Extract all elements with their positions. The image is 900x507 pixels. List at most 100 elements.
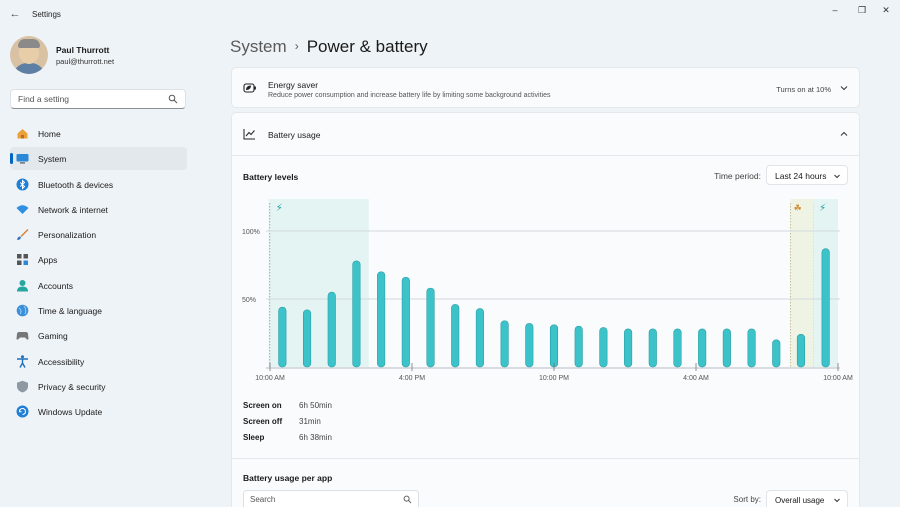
update-icon [16, 405, 29, 418]
sidebar-item-system[interactable]: System [10, 147, 187, 171]
sidebar-nav: Home System Bluetooth & devices Network & i… [10, 122, 187, 426]
sidebar-item-label: Bluetooth & devices [38, 179, 114, 190]
globe-icon [16, 304, 29, 317]
battery-bar [500, 320, 509, 368]
sidebar-item-label: Home [38, 129, 61, 139]
chevron-down-icon [834, 498, 840, 503]
breadcrumb-parent[interactable]: System [230, 37, 287, 56]
accounts-icon [17, 279, 28, 292]
battery-bar [772, 339, 781, 368]
apps-icon [17, 254, 28, 266]
battery-bar [747, 328, 756, 368]
sidebar-item-label: Accounts [38, 280, 73, 291]
network-icon [16, 205, 29, 214]
energy-saver-band [790, 199, 814, 367]
stat-value: 6h 50min [299, 401, 332, 410]
battery-bar [722, 328, 731, 368]
battery-bar [352, 260, 361, 368]
battery-bar [327, 291, 336, 368]
sort-by-value: Overall usage [775, 496, 825, 505]
stat-value: 6h 38min [299, 433, 332, 442]
energy-saver-title: Energy saver [268, 80, 319, 90]
battery-bar [599, 327, 608, 368]
time-period-dropdown[interactable]: Last 24 hours [766, 165, 848, 185]
minimize-icon[interactable]: – [832, 5, 838, 15]
sidebar-item-apps[interactable]: Apps [10, 248, 187, 271]
battery-bar [574, 325, 583, 368]
stat-value: 31min [299, 417, 321, 426]
charging-icon: ⚡ [819, 203, 826, 214]
app-title: Settings [32, 10, 61, 19]
user-email: paul@thurrott.net [56, 57, 115, 66]
app-search-input[interactable] [250, 495, 390, 504]
battery-bar [525, 323, 534, 368]
sidebar-item-bluetooth-devices[interactable]: Bluetooth & devices [10, 173, 187, 196]
close-icon[interactable]: ✕ [882, 5, 890, 15]
maximize-icon[interactable]: ❐ [857, 5, 867, 15]
sidebar-item-network-internet[interactable]: Network & internet [10, 198, 187, 221]
energy-saver-description: Reduce power consumption and increase ba… [268, 92, 551, 99]
page-title: Power & battery [306, 37, 428, 56]
sort-by-dropdown[interactable]: Overall usage [766, 490, 848, 507]
sidebar-item-label: Accessibility [38, 356, 85, 367]
battery-usage-title: Battery usage [268, 130, 321, 140]
battery-levels-chart: ⚡ ⚡ ☘ 100% 50% 10:00 AM 4:00 PM 10:00 PM 4:00 AM… [242, 199, 853, 382]
sort-by-label: Sort by: [733, 495, 761, 504]
gaming-icon [16, 332, 29, 340]
battery-bar [426, 287, 435, 368]
charging-icon: ⚡ [276, 203, 283, 214]
stat-label: Sleep [243, 433, 265, 442]
y-tick-label: 50% [242, 297, 256, 304]
app-search-box[interactable] [243, 490, 419, 507]
battery-usage-header[interactable]: Battery usage [232, 113, 859, 156]
sidebar-item-accounts[interactable]: Accounts [10, 274, 187, 297]
breadcrumb: System › Power & battery [230, 37, 428, 57]
brush-icon [17, 229, 29, 241]
energy-saver-leaf-icon: ☘ [794, 204, 802, 214]
battery-bar [796, 334, 806, 368]
stat-label: Screen off [243, 417, 283, 426]
sidebar-item-home[interactable]: Home [10, 122, 187, 145]
sidebar-item-label: System [38, 154, 67, 165]
home-icon [17, 129, 28, 139]
chevron-up-icon[interactable] [839, 129, 849, 139]
battery-bar [549, 324, 559, 368]
user-name: Paul Thurrott [56, 45, 110, 55]
battery-per-app-title: Battery usage per app [243, 473, 333, 483]
sidebar-item-label: Apps [38, 255, 58, 266]
time-period-value: Last 24 hours [775, 171, 827, 181]
battery-levels-title: Battery levels [243, 172, 299, 182]
search-icon[interactable] [168, 94, 178, 104]
back-arrow-icon[interactable]: ← [9, 8, 21, 20]
sidebar-item-privacy-security[interactable]: Privacy & security [10, 375, 187, 398]
sidebar-item-accessibility[interactable]: Accessibility [10, 350, 187, 373]
avatar[interactable] [10, 36, 48, 74]
sidebar-item-label: Windows Update [38, 407, 103, 418]
search-icon[interactable] [403, 495, 412, 504]
battery-bar [624, 328, 633, 368]
x-tick-label: 10:00 AM [823, 375, 853, 382]
sidebar-item-label: Personalization [38, 230, 97, 241]
y-tick-label: 100% [242, 229, 260, 236]
sidebar-item-personalization[interactable]: Personalization [10, 223, 187, 246]
chart-icon [243, 129, 255, 140]
sidebar: Paul Thurrott paul@thurrott.net Home Syst… [0, 28, 200, 507]
breadcrumb-separator: › [294, 39, 299, 53]
sidebar-item-time-language[interactable]: Time & language [10, 299, 187, 322]
chevron-down-icon[interactable] [839, 83, 849, 93]
battery-usage-card: Battery usage Battery levels Time period… [231, 112, 860, 507]
sidebar-item-label: Privacy & security [38, 381, 106, 392]
search-input[interactable] [18, 94, 168, 104]
battery-bar [451, 304, 460, 368]
time-period-label: Time period: [714, 171, 761, 181]
energy-saver-card[interactable]: Energy saver Reduce power consumption an… [231, 67, 860, 108]
battery-bar [673, 328, 682, 368]
x-tick-label: 10:00 AM [255, 375, 285, 382]
energy-saver-status: Turns on at 10% [776, 85, 831, 94]
sidebar-item-windows-update[interactable]: Windows Update [10, 400, 187, 423]
battery-bar [475, 308, 484, 368]
sidebar-item-gaming[interactable]: Gaming [10, 324, 187, 347]
search-box[interactable] [10, 89, 186, 109]
accessibility-icon [17, 354, 28, 368]
battery-bar [278, 306, 287, 368]
